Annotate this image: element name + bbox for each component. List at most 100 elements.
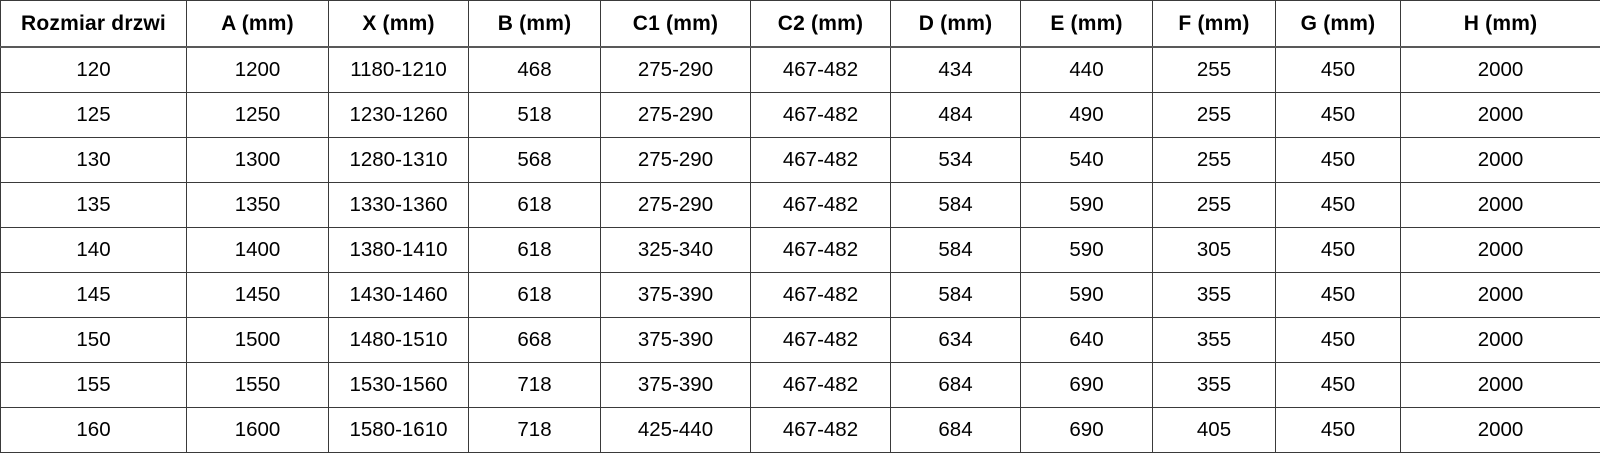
table-cell: 130 <box>1 138 187 183</box>
table-cell: 467-482 <box>751 228 891 273</box>
table-cell: 540 <box>1021 138 1153 183</box>
table-cell: 275-290 <box>601 183 751 228</box>
table-cell: 450 <box>1276 93 1401 138</box>
table-cell: 450 <box>1276 183 1401 228</box>
table-row: 130 1300 1280-1310 568 275-290 467-482 5… <box>1 138 1600 183</box>
table-cell: 1250 <box>187 93 329 138</box>
table-cell: 440 <box>1021 47 1153 93</box>
table-cell: 1350 <box>187 183 329 228</box>
table-cell: 1280-1310 <box>329 138 469 183</box>
table-cell: 1450 <box>187 273 329 318</box>
table-cell: 467-482 <box>751 47 891 93</box>
table-cell: 1330-1360 <box>329 183 469 228</box>
table-cell: 140 <box>1 228 187 273</box>
table-cell: 684 <box>891 408 1021 453</box>
table-body: 120 1200 1180-1210 468 275-290 467-482 4… <box>1 47 1600 453</box>
table-cell: 434 <box>891 47 1021 93</box>
table-cell: 618 <box>469 183 601 228</box>
table-cell: 405 <box>1153 408 1276 453</box>
table-cell: 1500 <box>187 318 329 363</box>
table-cell: 690 <box>1021 408 1153 453</box>
column-header-d: D (mm) <box>891 1 1021 48</box>
table-cell: 305 <box>1153 228 1276 273</box>
table-cell: 2000 <box>1401 228 1600 273</box>
table-cell: 618 <box>469 273 601 318</box>
table-cell: 255 <box>1153 183 1276 228</box>
table-cell: 684 <box>891 363 1021 408</box>
table-row: 125 1250 1230-1260 518 275-290 467-482 4… <box>1 93 1600 138</box>
table-cell: 467-482 <box>751 273 891 318</box>
column-header-b: B (mm) <box>469 1 601 48</box>
table-cell: 375-390 <box>601 363 751 408</box>
table-cell: 568 <box>469 138 601 183</box>
table-cell: 1380-1410 <box>329 228 469 273</box>
table-cell: 450 <box>1276 318 1401 363</box>
table-cell: 150 <box>1 318 187 363</box>
table-cell: 355 <box>1153 273 1276 318</box>
table-cell: 584 <box>891 183 1021 228</box>
table-cell: 2000 <box>1401 93 1600 138</box>
table-cell: 467-482 <box>751 363 891 408</box>
table-cell: 355 <box>1153 363 1276 408</box>
table-cell: 2000 <box>1401 408 1600 453</box>
table-cell: 120 <box>1 47 187 93</box>
column-header-a: A (mm) <box>187 1 329 48</box>
table-header: Rozmiar drzwi A (mm) X (mm) B (mm) C1 (m… <box>1 1 1600 48</box>
table-cell: 718 <box>469 363 601 408</box>
table-cell: 375-390 <box>601 318 751 363</box>
column-header-g: G (mm) <box>1276 1 1401 48</box>
table-cell: 467-482 <box>751 318 891 363</box>
table-cell: 1430-1460 <box>329 273 469 318</box>
table-cell: 155 <box>1 363 187 408</box>
table-cell: 690 <box>1021 363 1153 408</box>
table-cell: 1230-1260 <box>329 93 469 138</box>
table-cell: 255 <box>1153 138 1276 183</box>
table-cell: 450 <box>1276 273 1401 318</box>
table-cell: 325-340 <box>601 228 751 273</box>
table-cell: 467-482 <box>751 408 891 453</box>
table-cell: 634 <box>891 318 1021 363</box>
table-cell: 275-290 <box>601 93 751 138</box>
table-cell: 2000 <box>1401 318 1600 363</box>
table-row: 160 1600 1580-1610 718 425-440 467-482 6… <box>1 408 1600 453</box>
table-row: 145 1450 1430-1460 618 375-390 467-482 5… <box>1 273 1600 318</box>
table-cell: 467-482 <box>751 93 891 138</box>
table-cell: 518 <box>469 93 601 138</box>
table-row: 140 1400 1380-1410 618 325-340 467-482 5… <box>1 228 1600 273</box>
column-header-h: H (mm) <box>1401 1 1600 48</box>
table-cell: 590 <box>1021 228 1153 273</box>
table-cell: 590 <box>1021 273 1153 318</box>
table-cell: 1300 <box>187 138 329 183</box>
table-cell: 1530-1560 <box>329 363 469 408</box>
table-row: 155 1550 1530-1560 718 375-390 467-482 6… <box>1 363 1600 408</box>
table-cell: 1600 <box>187 408 329 453</box>
table-cell: 467-482 <box>751 183 891 228</box>
table-cell: 1180-1210 <box>329 47 469 93</box>
table-cell: 484 <box>891 93 1021 138</box>
table-cell: 275-290 <box>601 47 751 93</box>
table-row: 120 1200 1180-1210 468 275-290 467-482 4… <box>1 47 1600 93</box>
table-cell: 1580-1610 <box>329 408 469 453</box>
table-cell: 490 <box>1021 93 1153 138</box>
table-cell: 375-390 <box>601 273 751 318</box>
table-cell: 2000 <box>1401 138 1600 183</box>
table-cell: 1550 <box>187 363 329 408</box>
column-header-rozmiar-drzwi: Rozmiar drzwi <box>1 1 187 48</box>
table-cell: 275-290 <box>601 138 751 183</box>
table-cell: 2000 <box>1401 183 1600 228</box>
table-cell: 135 <box>1 183 187 228</box>
table-cell: 255 <box>1153 93 1276 138</box>
table-cell: 425-440 <box>601 408 751 453</box>
table-cell: 255 <box>1153 47 1276 93</box>
table-cell: 450 <box>1276 363 1401 408</box>
table-row: 150 1500 1480-1510 668 375-390 467-482 6… <box>1 318 1600 363</box>
table-cell: 450 <box>1276 408 1401 453</box>
table-cell: 584 <box>891 273 1021 318</box>
table-cell: 160 <box>1 408 187 453</box>
table-cell: 355 <box>1153 318 1276 363</box>
table-cell: 1400 <box>187 228 329 273</box>
table-cell: 467-482 <box>751 138 891 183</box>
table-cell: 468 <box>469 47 601 93</box>
